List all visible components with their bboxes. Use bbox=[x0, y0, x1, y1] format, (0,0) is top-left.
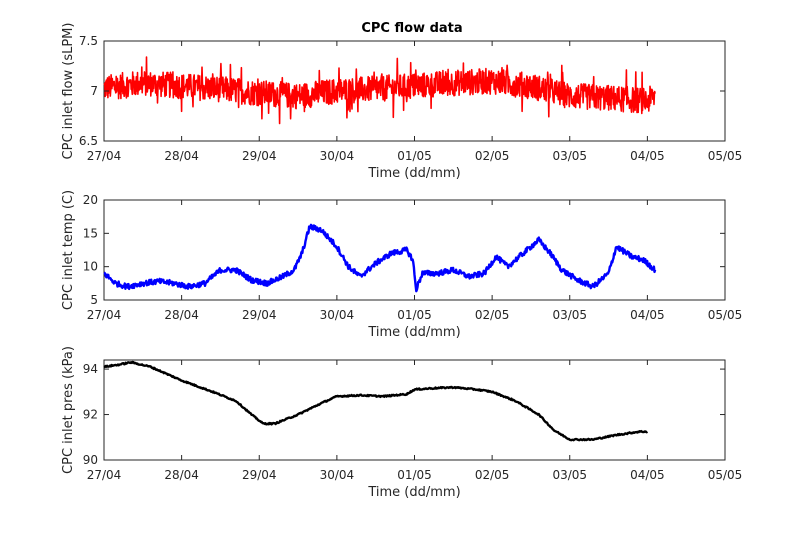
pressure-x-tick-label: 03/05 bbox=[552, 468, 587, 482]
flow-x-tick-label: 28/04 bbox=[164, 149, 199, 163]
temp-x-tick-label: 03/05 bbox=[552, 308, 587, 322]
temp-panel: 27/04 28/04 29/04 30/04 01/05 02/05 03/05 04/05… bbox=[61, 190, 742, 340]
flow-x-tick-label: 29/04 bbox=[242, 149, 277, 163]
flow-y-tick-label: 7 bbox=[90, 84, 98, 98]
temp-x-tick-label: 02/05 bbox=[475, 308, 510, 322]
flow-y-tick-label: 7.5 bbox=[79, 34, 98, 48]
temp-x-tick-label: 04/05 bbox=[630, 308, 665, 322]
temp-x-tick-label: 27/04 bbox=[87, 308, 122, 322]
temp-x-axis-label: Time (dd/mm) bbox=[367, 325, 460, 340]
flow-x-tick-label: 30/04 bbox=[320, 149, 355, 163]
temp-x-tick-label: 30/04 bbox=[320, 308, 355, 322]
temp-y-tick-label: 15 bbox=[83, 226, 98, 240]
temp-y-tick-label: 10 bbox=[83, 260, 98, 274]
chart-title: CPC flow data bbox=[361, 21, 462, 36]
pressure-x-tick-label: 01/05 bbox=[397, 468, 432, 482]
temp-series-line bbox=[103, 223, 657, 293]
pressure-x-tick-label: 29/04 bbox=[242, 468, 277, 482]
pressure-series-line bbox=[103, 360, 649, 442]
pressure-plot-frame bbox=[103, 359, 726, 461]
pressure-x-tick-label: 30/04 bbox=[320, 468, 355, 482]
temp-x-tick-label: 01/05 bbox=[397, 308, 432, 322]
flow-x-tick-label: 01/05 bbox=[397, 149, 432, 163]
flow-x-tick-label: 04/05 bbox=[630, 149, 665, 163]
temp-x-tick-label: 29/04 bbox=[242, 308, 277, 322]
flow-x-tick-label: 05/05 bbox=[708, 149, 743, 163]
temp-x-tick-label: 05/05 bbox=[708, 308, 743, 322]
flow-x-tick-label: 27/04 bbox=[87, 149, 122, 163]
pressure-x-tick-label: 27/04 bbox=[87, 468, 122, 482]
flow-panel: 27/04 28/04 29/04 30/04 01/05 02/05 03/05 04/05… bbox=[61, 23, 742, 181]
temp-x-tick-label: 28/04 bbox=[164, 308, 199, 322]
temp-y-tick-label: 20 bbox=[83, 193, 98, 207]
flow-x-tick-label: 02/05 bbox=[475, 149, 510, 163]
flow-y-axis-label: CPC inlet flow (sLPM) bbox=[61, 23, 76, 160]
temp-y-tick-label: 5 bbox=[90, 293, 98, 307]
pressure-x-tick-label: 02/05 bbox=[475, 468, 510, 482]
temp-y-axis-label: CPC inlet temp (C) bbox=[61, 190, 76, 310]
pressure-y-axis-label: CPC inlet pres (kPa) bbox=[61, 346, 76, 474]
pressure-y-tick-label: 92 bbox=[83, 408, 98, 422]
pressure-x-tick-label: 04/05 bbox=[630, 468, 665, 482]
pressure-y-tick-label: 90 bbox=[83, 453, 98, 467]
flow-y-tick-label: 6.5 bbox=[79, 134, 98, 148]
pressure-panel: 27/04 28/04 29/04 30/04 01/05 02/05 03/05 04/05… bbox=[61, 346, 742, 500]
pressure-x-axis-label: Time (dd/mm) bbox=[367, 485, 460, 500]
pressure-x-tick-label: 05/05 bbox=[708, 468, 743, 482]
panels: 27/04 28/04 29/04 30/04 01/05 02/05 03/05 04/05… bbox=[61, 23, 742, 500]
flow-series-line bbox=[103, 56, 656, 125]
pressure-x-tick-label: 28/04 bbox=[164, 468, 199, 482]
pressure-y-tick-label: 94 bbox=[83, 362, 98, 376]
flow-x-tick-label: 03/05 bbox=[552, 149, 587, 163]
flow-x-axis-label: Time (dd/mm) bbox=[367, 166, 460, 181]
